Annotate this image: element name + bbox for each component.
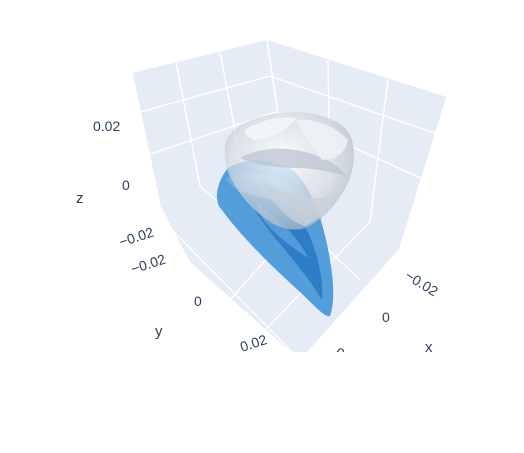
plot-bottom-area	[0, 352, 524, 453]
z-tick-mid: 0	[122, 177, 130, 193]
grey-mesh-surface[interactable]	[224, 112, 355, 230]
x-tick-mid: 0	[382, 309, 390, 325]
x-tick-low: −0.02	[402, 267, 441, 299]
z-tick-top: 0.02	[93, 118, 120, 134]
y-axis-title: y	[155, 323, 163, 340]
y-tick-mid: 0	[194, 293, 202, 309]
y-tick-low: −0.02	[129, 251, 168, 277]
x-axis-title: x	[425, 339, 433, 356]
y-tick-high: 0.02	[238, 331, 269, 355]
z-tick-bottom: −0.02	[117, 224, 156, 250]
back-wall-right	[267, 40, 447, 248]
z-axis-title: z	[76, 190, 84, 207]
